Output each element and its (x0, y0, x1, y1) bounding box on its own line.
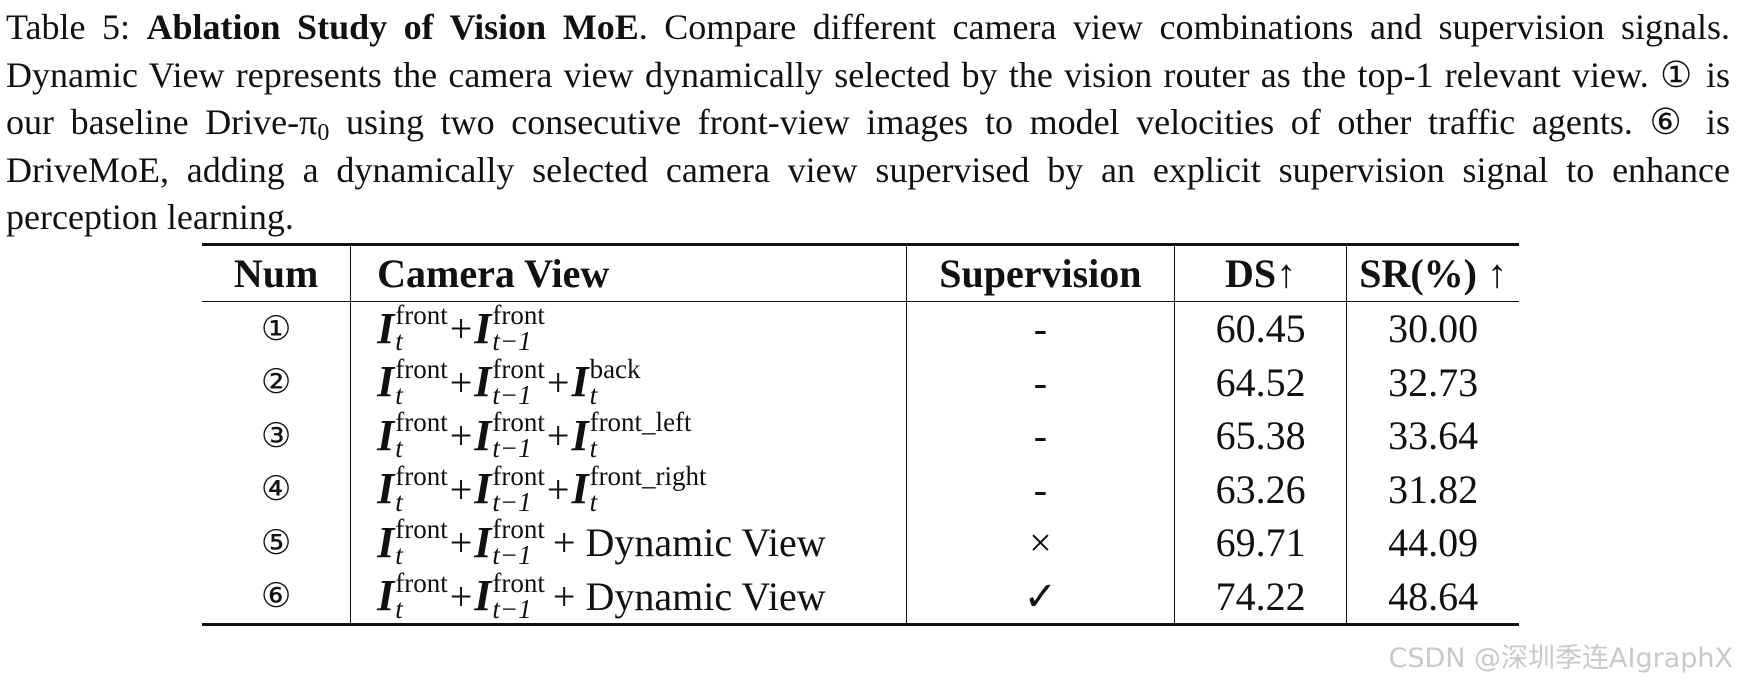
sr-cell: 44.09 (1346, 516, 1519, 570)
row-num: ⑤ (260, 522, 292, 563)
table-caption: Table 5: Ablation Study of Vision MoE. C… (6, 4, 1730, 242)
row-num: ③ (260, 415, 292, 456)
header-ds: DS↑ (1173, 244, 1347, 302)
dynamic-view-label: + Dynamic View (552, 573, 826, 619)
supervision-cell: - (905, 301, 1175, 356)
sr-cell: 48.64 (1346, 569, 1519, 625)
header-row: Num Camera View Supervision DS↑ SR(%) ↑ (202, 244, 1519, 302)
caption-label: Table 5: (6, 7, 130, 47)
ds-cell: 74.22 (1173, 569, 1347, 625)
caption-text-1: . Compare different camera view combinat… (6, 7, 1730, 142)
row-num: ① (260, 308, 292, 349)
supervision-cell: - (905, 409, 1175, 463)
supervision-cell: ✓ (905, 569, 1175, 625)
ds-cell: 60.45 (1173, 301, 1347, 356)
supervision-cell: × (905, 516, 1175, 570)
ablation-table: Num Camera View Supervision DS↑ SR(%) ↑ … (202, 243, 1519, 626)
supervision-cell: - (905, 462, 1175, 516)
header-sr: SR(%) ↑ (1346, 244, 1519, 302)
header-camera-view: Camera View (350, 244, 907, 302)
sr-cell: 30.00 (1346, 301, 1519, 356)
ds-cell: 65.38 (1173, 409, 1347, 463)
ds-cell: 63.26 (1173, 462, 1347, 516)
row-num: ② (260, 362, 292, 403)
sr-cell: 31.82 (1346, 462, 1519, 516)
dynamic-view-label: + Dynamic View (552, 520, 826, 566)
header-num: Num (202, 244, 351, 302)
caption-title: Ablation Study of Vision MoE (146, 7, 639, 47)
supervision-cell: - (905, 355, 1175, 409)
ds-cell: 64.52 (1173, 355, 1347, 409)
header-supervision: Supervision (905, 244, 1175, 302)
caption-text-2: using two consecutive front-view images … (6, 102, 1730, 237)
sr-cell: 32.73 (1346, 355, 1519, 409)
sr-cell: 33.64 (1346, 409, 1519, 463)
row-num: ⑥ (260, 576, 292, 617)
watermark: CSDN @深圳季连AIgraphX (1388, 643, 1733, 674)
caption-pi-subscript: 0 (317, 120, 330, 146)
ds-cell: 69.71 (1173, 516, 1347, 570)
row-num: ④ (260, 469, 292, 510)
